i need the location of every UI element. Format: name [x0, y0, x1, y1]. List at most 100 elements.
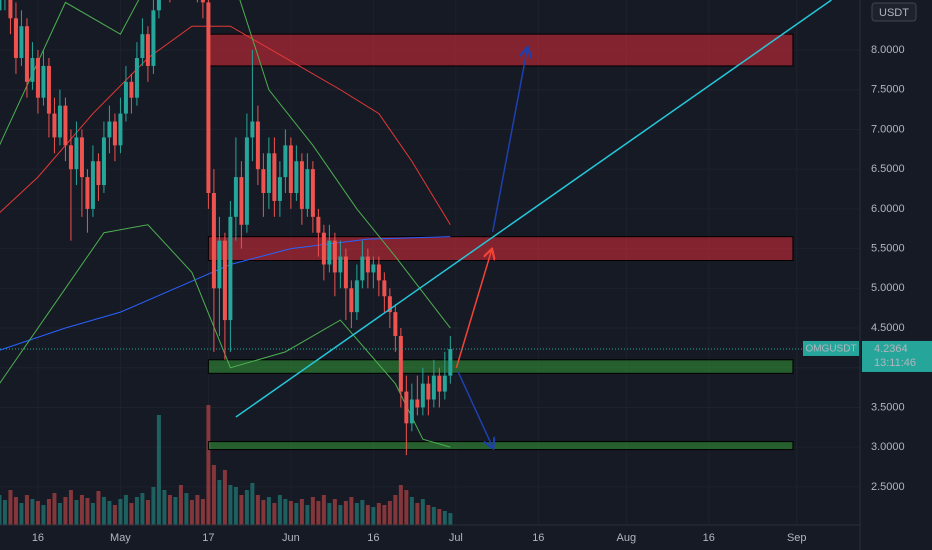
- candle-body: [79, 137, 84, 178]
- candle-body: [63, 105, 68, 146]
- arrow: [455, 250, 491, 368]
- candle-body: [382, 280, 387, 297]
- candle-body: [107, 121, 112, 138]
- currency: USDT: [879, 7, 909, 19]
- volume-bar: [167, 495, 172, 525]
- candle-body: [426, 383, 431, 400]
- volume-bar: [338, 505, 343, 525]
- candle-body: [442, 375, 447, 392]
- y-tick-label: 5.5000: [871, 243, 905, 255]
- candle-body: [140, 34, 145, 58]
- volume-bar: [162, 490, 167, 525]
- volume-bar: [74, 500, 79, 525]
- candle-body: [13, 18, 18, 58]
- volume-bar: [437, 509, 442, 525]
- candle-body: [129, 81, 134, 98]
- y-tick-label: 6.0000: [871, 203, 905, 215]
- volume-bar: [107, 501, 112, 525]
- candle-body: [365, 256, 370, 273]
- volume-bar: [184, 493, 189, 525]
- candle-body: [272, 153, 277, 201]
- volume-bar: [156, 415, 161, 525]
- volume-bar: [145, 500, 150, 525]
- volume-bar: [206, 405, 211, 525]
- candle-body: [46, 65, 51, 114]
- x-tick-label: 16: [532, 532, 544, 544]
- candle-body: [85, 177, 90, 209]
- volume-bar: [343, 501, 348, 525]
- candle-body: [299, 161, 304, 209]
- candle-body: [200, 0, 205, 3]
- volume-bar: [24, 495, 29, 525]
- candle-body: [327, 240, 332, 265]
- volume-bar: [79, 495, 84, 525]
- volume-bar: [222, 470, 227, 525]
- volume-bar: [228, 485, 233, 525]
- candle-body: [371, 264, 376, 273]
- volume-bar: [13, 497, 18, 525]
- volume-bar: [321, 495, 326, 525]
- candle-body: [239, 177, 244, 225]
- volume-bar: [310, 497, 315, 525]
- candle-body: [354, 280, 359, 313]
- candle-body: [277, 177, 282, 201]
- candle-body: [151, 10, 156, 66]
- candle-body: [35, 57, 40, 98]
- candle-body: [41, 65, 46, 98]
- volume-bar: [387, 501, 392, 525]
- candle-body: [57, 105, 62, 138]
- price-badge: [862, 340, 932, 372]
- candle-body: [156, 0, 161, 11]
- y-tick-label: 2.5000: [871, 481, 905, 493]
- candle-body: [338, 256, 343, 273]
- x-tick-label: Jun: [282, 532, 300, 544]
- volume-bar: [0, 495, 2, 525]
- countdown-label: 13:11:46: [874, 357, 916, 369]
- volume-bar: [426, 505, 431, 525]
- candle-body: [431, 375, 436, 400]
- zone: [207, 236, 794, 262]
- volume-bar: [35, 501, 40, 525]
- arrow: [457, 371, 493, 447]
- volume-bar: [272, 503, 277, 525]
- candle-body: [222, 240, 227, 321]
- volume-bar: [393, 495, 398, 525]
- volume-bar: [448, 513, 453, 525]
- volume-bar: [365, 505, 370, 525]
- zone: [207, 441, 794, 451]
- x-tick-label: 16: [367, 532, 379, 544]
- volume-bar: [305, 505, 310, 525]
- zone: [207, 33, 794, 67]
- candle-body: [310, 169, 315, 217]
- candle-body: [74, 137, 79, 170]
- volume-bar: [178, 485, 183, 525]
- candle-body: [145, 34, 150, 66]
- zone: [207, 359, 794, 374]
- candle-body: [305, 169, 310, 209]
- volume-bar: [382, 505, 387, 525]
- candle-body: [233, 177, 238, 217]
- volume-bar: [52, 493, 57, 525]
- volume-bar: [360, 500, 365, 525]
- candle-body: [134, 57, 139, 98]
- candle-body: [349, 288, 354, 313]
- candle-body: [112, 121, 117, 146]
- volume-bar: [46, 499, 51, 525]
- volume-bar: [288, 501, 293, 525]
- volume-bar: [151, 487, 156, 525]
- volume-bar: [134, 497, 139, 525]
- volume-bar: [189, 500, 194, 525]
- candle-body: [8, 0, 13, 19]
- volume-bar: [316, 501, 321, 525]
- volume-bar: [244, 490, 249, 525]
- candle-body: [448, 348, 453, 376]
- volume-bar: [217, 480, 222, 525]
- candle-body: [266, 153, 271, 194]
- volume-bar: [123, 495, 128, 525]
- y-tick-label: 7.0000: [871, 123, 905, 135]
- y-tick-label: 3.0000: [871, 441, 905, 453]
- volume-bar: [420, 499, 425, 525]
- y-tick-label: 4.5000: [871, 322, 905, 334]
- candle-body: [376, 264, 381, 281]
